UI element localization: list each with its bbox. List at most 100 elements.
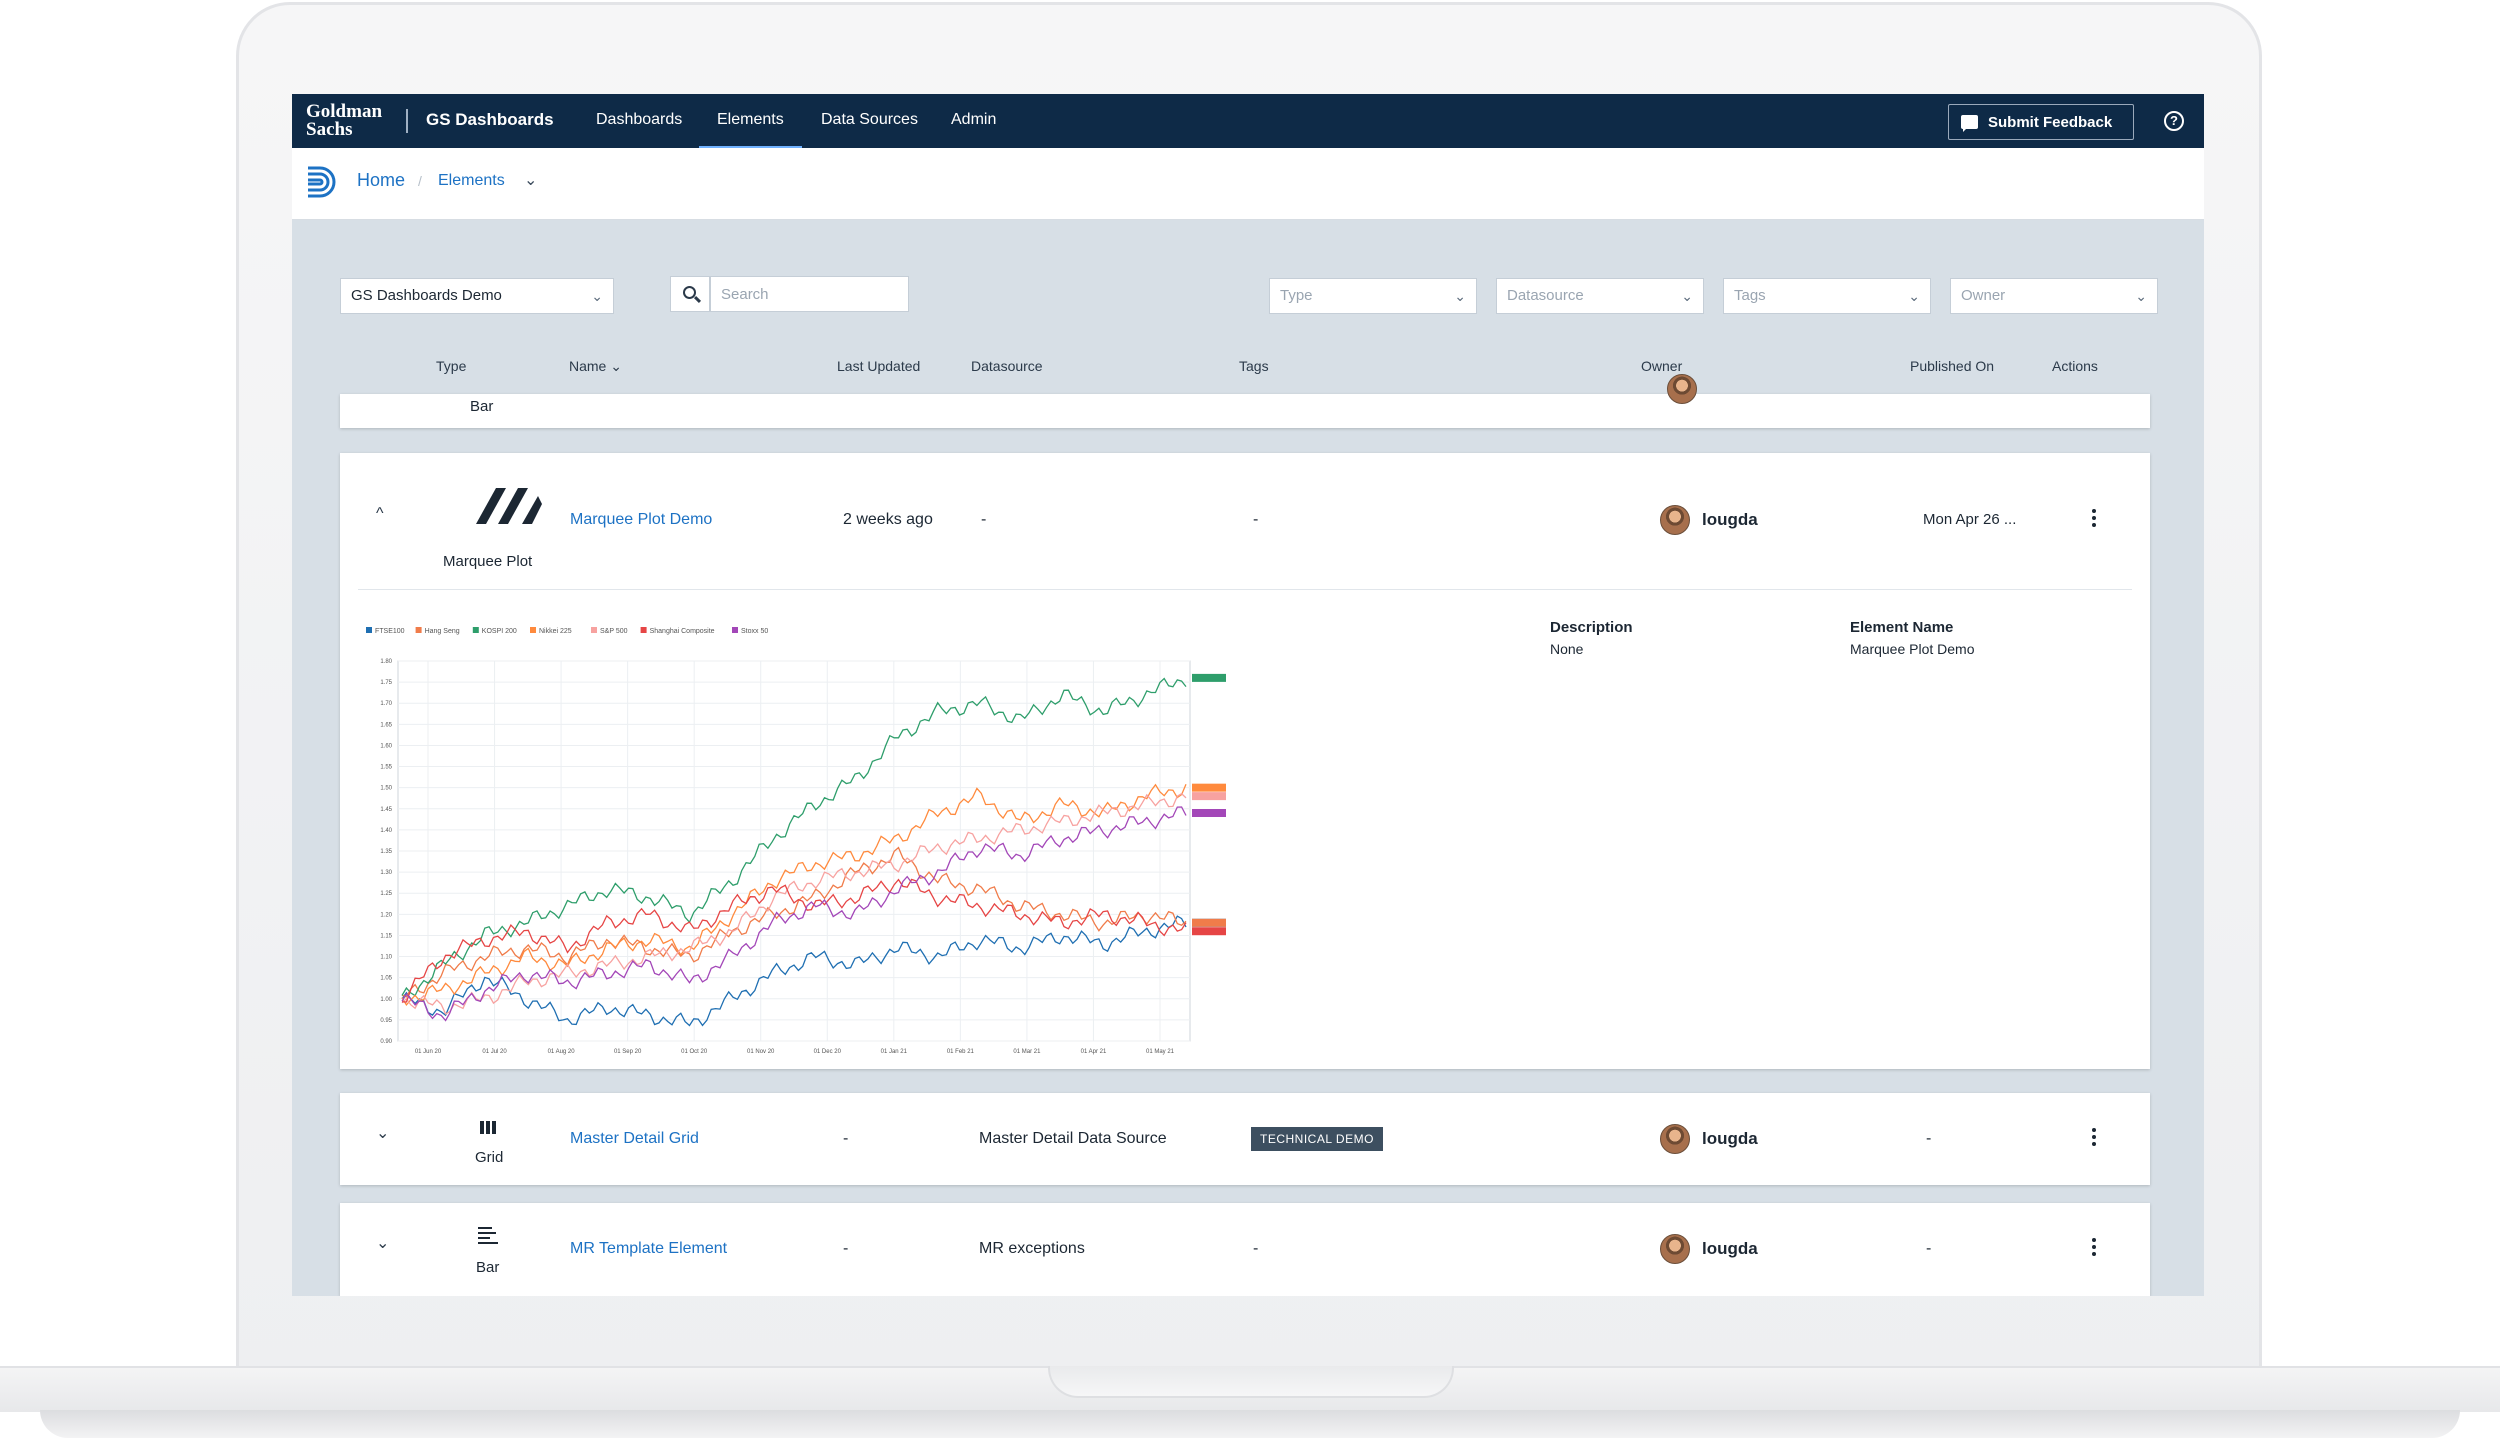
y-tick-label: 1.80 — [380, 659, 392, 665]
more-actions-icon[interactable] — [2092, 1128, 2096, 1149]
more-actions-icon[interactable] — [2092, 1238, 2096, 1259]
search-button[interactable] — [670, 276, 710, 312]
y-tick-label: 1.20 — [380, 912, 392, 918]
series-end-marker — [1192, 918, 1226, 927]
legend-label: Stoxx 50 — [741, 628, 768, 635]
nav-tab-dashboards[interactable]: Dashboards — [596, 111, 683, 128]
datasource-value: MR exceptions — [979, 1240, 1085, 1257]
y-tick-label: 1.00 — [380, 997, 392, 1003]
more-actions-icon[interactable] — [2092, 509, 2096, 530]
legend-swatch — [640, 627, 647, 633]
legend-swatch — [366, 627, 372, 633]
nav-tab-elements[interactable]: Elements — [699, 111, 802, 149]
avatar — [1660, 1234, 1690, 1264]
app-screen: Goldman Sachs GS Dashboards Dashboards E… — [292, 94, 2204, 1296]
element-type-label: Bar — [476, 1259, 500, 1276]
tags-filter-select[interactable]: Tags ⌄ — [1723, 278, 1931, 314]
expand-chevron-icon[interactable]: ⌄ — [376, 1125, 390, 1142]
dashboards-logo-icon[interactable] — [304, 164, 340, 200]
workspace-select[interactable]: GS Dashboards Demo ⌄ — [340, 278, 614, 314]
legend-swatch — [732, 627, 738, 633]
element-name-link[interactable]: MR Template Element — [570, 1240, 728, 1257]
top-navigation: Goldman Sachs GS Dashboards Dashboards E… — [292, 94, 2204, 149]
series-line — [401, 878, 1187, 1003]
x-tick-label: 01 Oct 20 — [681, 1049, 708, 1055]
column-header-name[interactable]: Name ⌄ — [569, 358, 622, 374]
element-row[interactable]: Bar — [340, 374, 2150, 428]
element-type-label: Grid — [475, 1149, 504, 1166]
x-tick-label: 01 Apr 21 — [1081, 1049, 1107, 1055]
avatar — [1667, 374, 1697, 404]
x-tick-label: 01 Jan 21 — [881, 1049, 908, 1055]
breadcrumb-home[interactable]: Home — [357, 170, 406, 190]
y-tick-label: 0.90 — [380, 1039, 392, 1045]
breadcrumb-bar: Home / Elements ⌄ — [292, 148, 2204, 220]
owner-name: lougda — [1702, 510, 1758, 529]
marquee-plot-chart[interactable]: 0.90 0.95 1.00 1.05 1.10 1.15 1.20 1.25 1.30 1.35… — [360, 621, 1240, 1061]
expand-chevron-icon[interactable]: ⌄ — [376, 1235, 390, 1252]
column-header-tags: Tags — [1239, 358, 1269, 374]
owner-name: lougda — [1702, 1129, 1758, 1148]
submit-feedback-button[interactable]: Submit Feedback — [1948, 104, 2134, 140]
element-row[interactable]: ⌄ Bar MR Template Element - MR exception… — [340, 1203, 2150, 1296]
sort-chevron-icon: ⌄ — [610, 358, 622, 374]
description-label: Description — [1550, 619, 1633, 636]
breadcrumb-elements[interactable]: Elements — [438, 172, 505, 189]
search-input[interactable] — [710, 276, 909, 312]
chevron-down-icon: ⌄ — [1681, 288, 1693, 304]
bar-chart-icon — [478, 1227, 498, 1247]
element-row-expanded: ^ Marquee Plot Marquee Plot Demo 2 weeks… — [340, 453, 2150, 1069]
owner-filter-select[interactable]: Owner ⌄ — [1950, 278, 2158, 314]
series-end-marker — [1192, 809, 1226, 817]
type-filter-select[interactable]: Type ⌄ — [1269, 278, 1477, 314]
x-tick-label: 01 Nov 20 — [747, 1049, 775, 1055]
last-updated-value: - — [843, 1240, 849, 1257]
y-tick-label: 1.50 — [380, 786, 392, 792]
y-tick-label: 1.15 — [380, 933, 392, 939]
breadcrumb-chevron-down-icon[interactable]: ⌄ — [524, 172, 538, 189]
legend-label: Shanghai Composite — [650, 628, 715, 635]
datasource-value: - — [981, 511, 987, 528]
column-header-datasource: Datasource — [971, 358, 1043, 374]
grid-icon — [480, 1121, 496, 1134]
logo-divider — [406, 109, 408, 133]
element-name-link[interactable]: Marquee Plot Demo — [570, 511, 713, 528]
collapse-chevron-icon[interactable]: ^ — [376, 505, 384, 522]
y-tick-label: 1.75 — [380, 680, 392, 686]
series-end-marker — [1192, 792, 1226, 801]
series-line — [401, 783, 1187, 1006]
row-divider — [358, 589, 2132, 590]
description-value: None — [1550, 641, 1584, 657]
element-row[interactable]: ⌄ Grid Master Detail Grid - Master Detai… — [340, 1093, 2150, 1185]
tags-value: - — [1253, 1240, 1259, 1257]
goldman-sachs-logo[interactable]: Goldman Sachs — [306, 101, 383, 140]
help-icon[interactable]: ? — [2164, 111, 2184, 131]
last-updated-value: 2 weeks ago — [843, 511, 933, 528]
legend-label: Hang Seng — [425, 628, 460, 635]
chevron-down-icon: ⌄ — [2135, 288, 2147, 304]
legend-label: FTSE100 — [375, 628, 405, 635]
published-on-value: Mon Apr 26 ... — [1923, 511, 2017, 528]
app-name[interactable]: GS Dashboards — [426, 110, 554, 129]
nav-tab-data-sources[interactable]: Data Sources — [821, 111, 918, 128]
legend-label: Nikkei 225 — [539, 628, 572, 635]
column-header-type: Type — [436, 358, 467, 374]
column-header-last-updated: Last Updated — [837, 358, 921, 374]
tag-badge[interactable]: TECHNICAL DEMO — [1251, 1127, 1383, 1151]
series-end-marker — [1192, 927, 1226, 936]
y-tick-label: 0.95 — [380, 1018, 392, 1024]
y-tick-label: 1.55 — [380, 765, 392, 771]
x-tick-label: 01 Jul 20 — [482, 1049, 507, 1055]
y-tick-label: 1.25 — [380, 891, 392, 897]
x-tick-label: 01 Mar 21 — [1013, 1049, 1041, 1055]
y-tick-label: 1.05 — [380, 976, 392, 982]
published-on-value: - — [1926, 1240, 1932, 1257]
element-type-label: Bar — [470, 398, 494, 415]
element-name-link[interactable]: Master Detail Grid — [570, 1130, 699, 1147]
nav-tab-admin[interactable]: Admin — [951, 111, 997, 128]
x-tick-label: 01 May 21 — [1146, 1049, 1175, 1055]
last-updated-value: - — [843, 1130, 849, 1147]
series-end-marker — [1192, 673, 1226, 682]
datasource-filter-select[interactable]: Datasource ⌄ — [1496, 278, 1704, 314]
avatar — [1660, 1124, 1690, 1154]
